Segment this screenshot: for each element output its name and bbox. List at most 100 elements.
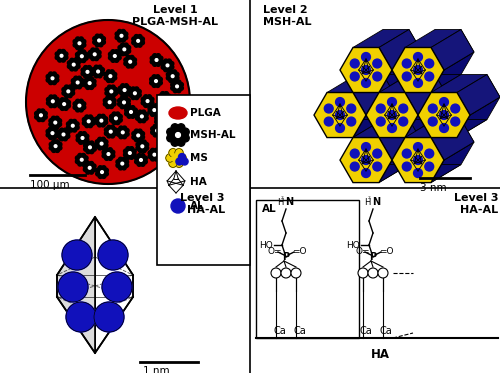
Polygon shape	[95, 217, 133, 353]
Circle shape	[74, 58, 78, 63]
Circle shape	[53, 120, 58, 125]
Circle shape	[85, 115, 89, 119]
Circle shape	[87, 66, 92, 70]
Circle shape	[122, 166, 126, 170]
Circle shape	[95, 120, 100, 125]
Circle shape	[76, 61, 80, 65]
Circle shape	[115, 35, 119, 40]
Circle shape	[176, 88, 181, 93]
Circle shape	[104, 131, 108, 135]
Circle shape	[76, 99, 80, 104]
Circle shape	[121, 29, 126, 34]
Text: AL: AL	[262, 204, 276, 214]
Polygon shape	[379, 75, 435, 93]
Circle shape	[336, 98, 344, 106]
Circle shape	[156, 151, 160, 155]
Circle shape	[140, 144, 144, 148]
Circle shape	[373, 149, 382, 158]
Circle shape	[134, 160, 139, 164]
Circle shape	[118, 115, 122, 119]
Circle shape	[170, 74, 175, 78]
Circle shape	[158, 94, 162, 98]
Circle shape	[101, 145, 105, 150]
Circle shape	[136, 146, 140, 150]
Circle shape	[90, 117, 95, 122]
Circle shape	[48, 72, 53, 76]
Circle shape	[66, 89, 70, 94]
Circle shape	[124, 96, 128, 100]
Circle shape	[108, 129, 113, 134]
Circle shape	[138, 129, 142, 134]
Circle shape	[126, 90, 131, 94]
Bar	[157, 95, 250, 265]
Circle shape	[108, 52, 113, 56]
Circle shape	[143, 160, 148, 164]
Circle shape	[62, 133, 65, 136]
Circle shape	[176, 80, 181, 84]
Circle shape	[91, 48, 95, 52]
Circle shape	[176, 158, 183, 165]
Circle shape	[166, 76, 170, 80]
Circle shape	[78, 153, 82, 158]
Circle shape	[70, 58, 74, 63]
Circle shape	[166, 97, 171, 102]
Circle shape	[168, 107, 172, 111]
Circle shape	[78, 50, 82, 54]
Circle shape	[134, 95, 139, 100]
Circle shape	[95, 117, 100, 121]
Circle shape	[123, 48, 126, 51]
Circle shape	[86, 149, 90, 154]
Circle shape	[94, 48, 98, 52]
Polygon shape	[405, 120, 461, 138]
Circle shape	[148, 106, 152, 110]
Circle shape	[95, 34, 100, 38]
Text: MS: MS	[190, 153, 208, 163]
Circle shape	[128, 93, 133, 97]
Circle shape	[166, 127, 170, 131]
Circle shape	[73, 40, 78, 44]
Circle shape	[68, 93, 72, 98]
Circle shape	[92, 167, 96, 172]
Text: O=: O=	[355, 247, 370, 256]
Circle shape	[122, 100, 126, 105]
Circle shape	[118, 90, 122, 94]
Circle shape	[124, 153, 128, 157]
Circle shape	[175, 84, 180, 89]
Circle shape	[58, 58, 62, 62]
Circle shape	[69, 119, 73, 124]
Circle shape	[175, 148, 183, 157]
Polygon shape	[431, 29, 474, 70]
Circle shape	[72, 79, 76, 83]
Circle shape	[76, 81, 79, 84]
Circle shape	[110, 130, 112, 133]
Circle shape	[52, 148, 56, 153]
Circle shape	[52, 103, 56, 108]
Circle shape	[126, 46, 130, 50]
Text: HO: HO	[259, 241, 273, 250]
Circle shape	[74, 67, 78, 71]
Circle shape	[166, 72, 170, 76]
Circle shape	[81, 137, 84, 140]
Circle shape	[64, 98, 68, 102]
Circle shape	[176, 85, 178, 88]
Circle shape	[144, 116, 148, 120]
Circle shape	[114, 116, 118, 120]
Circle shape	[425, 149, 434, 158]
Circle shape	[373, 72, 382, 81]
Circle shape	[112, 131, 117, 135]
Circle shape	[60, 137, 64, 141]
Circle shape	[114, 54, 116, 57]
Text: PLGA: PLGA	[190, 108, 221, 118]
Circle shape	[57, 131, 62, 135]
Text: Ca: Ca	[273, 326, 286, 336]
Circle shape	[132, 91, 137, 95]
Polygon shape	[353, 29, 409, 47]
Circle shape	[168, 133, 172, 137]
Circle shape	[104, 143, 108, 147]
Polygon shape	[392, 138, 444, 182]
Circle shape	[70, 88, 74, 92]
Circle shape	[156, 54, 160, 58]
Circle shape	[138, 35, 142, 39]
Circle shape	[126, 147, 130, 151]
Circle shape	[50, 76, 55, 81]
